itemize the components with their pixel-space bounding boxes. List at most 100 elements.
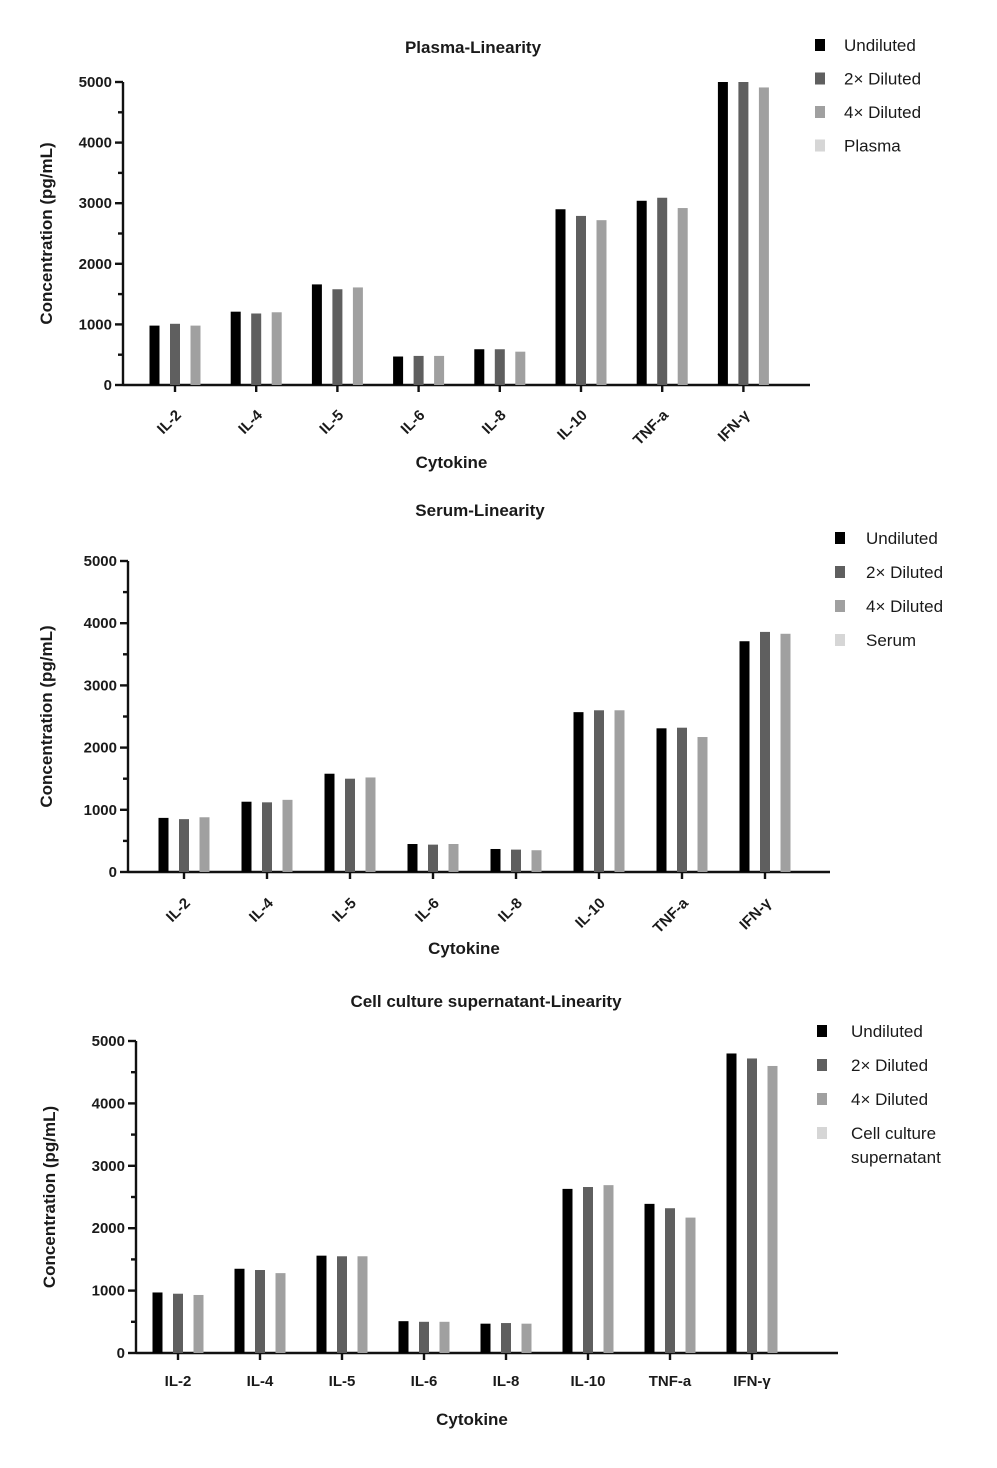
bar-il-5-series-1 bbox=[316, 1255, 327, 1353]
legend-swatch bbox=[815, 139, 825, 152]
y-tick-label: 1000 bbox=[92, 1283, 125, 1300]
y-tick-label: 5000 bbox=[84, 553, 117, 570]
bar-il-8-series-1 bbox=[474, 349, 485, 385]
x-tick-label: IL-2 bbox=[154, 407, 185, 438]
bar-il-8-series-3 bbox=[515, 351, 526, 385]
chart-title: Serum-Linearity bbox=[415, 501, 545, 520]
bar-tnf-a-series-3 bbox=[685, 1217, 696, 1353]
bar-il-8-series-1 bbox=[490, 848, 501, 872]
legend-label: 4× Diluted bbox=[851, 1090, 928, 1109]
bar-il-2-series-2 bbox=[173, 1293, 183, 1353]
legend-label: Undiluted bbox=[844, 36, 916, 55]
legend-label: 4× Diluted bbox=[844, 103, 921, 122]
bar-il-6-series-3 bbox=[434, 355, 445, 385]
bar-il-5-series-2 bbox=[332, 289, 343, 385]
bar-il-5-series-3 bbox=[365, 777, 376, 872]
legend-label: Undiluted bbox=[866, 529, 938, 548]
legend-label: 2× Diluted bbox=[866, 563, 943, 582]
x-tick-label: IL-8 bbox=[479, 407, 510, 438]
x-tick-label: IL-6 bbox=[412, 895, 443, 926]
bar-il-8-series-1 bbox=[480, 1323, 491, 1353]
bar-il-6-series-1 bbox=[398, 1321, 409, 1353]
bar-tnf-a-series-2 bbox=[657, 197, 668, 385]
x-tick-label: IL-5 bbox=[329, 895, 360, 926]
legend-label: Cell culture bbox=[851, 1124, 936, 1143]
bar-il-6-series-1 bbox=[407, 844, 418, 872]
bar-ifn-γ-series-3 bbox=[767, 1065, 778, 1353]
legend-label: Plasma bbox=[844, 137, 901, 156]
legend: Undiluted 2× Diluted 4× Diluted Plasma bbox=[815, 36, 921, 156]
bar-il-10-series-3 bbox=[603, 1185, 614, 1353]
legend-swatch bbox=[835, 634, 845, 646]
bar-il-10-series-1 bbox=[562, 1188, 573, 1353]
bar-il-5-series-1 bbox=[324, 773, 335, 872]
legend-swatch bbox=[835, 566, 845, 578]
bar-il-2-series-2 bbox=[179, 819, 189, 872]
legend: Undiluted 2× Diluted 4× Diluted Serum bbox=[835, 529, 943, 650]
y-tick-label: 0 bbox=[109, 864, 117, 881]
bar-ifn-γ-series-2 bbox=[760, 631, 770, 872]
legend-label: 2× Diluted bbox=[851, 1056, 928, 1075]
x-tick-label: TNF-a bbox=[630, 406, 673, 449]
x-tick-label: IL-2 bbox=[163, 895, 194, 926]
y-axis-label: Concentration (pg/mL) bbox=[37, 142, 56, 324]
bar-il-6-series-2 bbox=[428, 844, 438, 872]
bar-il-4-series-1 bbox=[230, 311, 241, 385]
bar-il-2-series-3 bbox=[193, 1294, 204, 1353]
legend-label: supernatant bbox=[851, 1148, 941, 1167]
chart-panel-3: Cell culture supernatant-Linearity Concen… bbox=[40, 992, 941, 1429]
x-axis-label: Cytokine bbox=[428, 939, 500, 958]
y-tick-label: 4000 bbox=[79, 135, 112, 152]
legend-swatch bbox=[815, 106, 825, 118]
x-tick-label: IL-10 bbox=[572, 895, 609, 932]
legend-label: Serum bbox=[866, 631, 916, 650]
x-axis-label: Cytokine bbox=[416, 453, 488, 472]
x-tick-label: IL-8 bbox=[493, 1373, 520, 1390]
x-tick-label: IL-2 bbox=[165, 1373, 192, 1390]
bar-ifn-γ-series-1 bbox=[726, 1053, 737, 1353]
chart-panel-1: Plasma-Linearity Concentration (pg/mL) Cyt… bbox=[37, 36, 921, 472]
bar-il-4-series-2 bbox=[262, 802, 272, 872]
bar-il-5-series-2 bbox=[337, 1256, 347, 1353]
x-tick-label: TNF-a bbox=[650, 894, 693, 937]
bar-il-4-series-3 bbox=[275, 1273, 286, 1353]
y-tick-label: 3000 bbox=[79, 195, 112, 212]
chart-title: Plasma-Linearity bbox=[405, 38, 542, 57]
y-tick-label: 2000 bbox=[79, 256, 112, 273]
bar-il-6-series-1 bbox=[393, 356, 404, 385]
legend-swatch bbox=[817, 1093, 827, 1105]
x-tick-label: IL-4 bbox=[235, 406, 266, 437]
bar-il-4-series-1 bbox=[241, 801, 252, 872]
y-tick-label: 1000 bbox=[84, 802, 117, 819]
x-axis-label: Cytokine bbox=[436, 1410, 508, 1429]
x-tick-label: IL-4 bbox=[247, 1373, 274, 1390]
legend: Undiluted 2× Diluted 4× Diluted Cell cultur… bbox=[817, 1022, 941, 1167]
bar-il-2-series-3 bbox=[190, 325, 201, 385]
y-axis-label: Concentration (pg/mL) bbox=[40, 1106, 59, 1288]
x-tick-label: IFN-γ bbox=[736, 894, 775, 933]
bar-il-6-series-3 bbox=[439, 1321, 450, 1353]
y-tick-label: 0 bbox=[104, 377, 112, 394]
chart-panel-2: Serum-Linearity Concentration (pg/mL) Cyto… bbox=[37, 501, 943, 958]
bar-il-4-series-2 bbox=[255, 1270, 265, 1353]
legend-swatch bbox=[815, 72, 825, 85]
x-tick-label: IL-5 bbox=[316, 407, 347, 438]
y-tick-label: 4000 bbox=[92, 1095, 125, 1112]
bar-il-5-series-3 bbox=[352, 287, 363, 385]
bar-il-10-series-2 bbox=[576, 215, 586, 385]
bar-il-8-series-2 bbox=[494, 349, 505, 385]
bar-il-8-series-2 bbox=[511, 849, 521, 872]
chart-title: Cell culture supernatant-Linearity bbox=[350, 992, 622, 1011]
x-tick-label: IL-6 bbox=[411, 1373, 438, 1390]
x-tick-label: IL-8 bbox=[495, 895, 526, 926]
y-tick-label: 5000 bbox=[79, 74, 112, 91]
bar-tnf-a-series-1 bbox=[656, 728, 667, 872]
legend-swatch bbox=[815, 39, 825, 51]
legend-swatch bbox=[817, 1059, 827, 1071]
bar-il-2-series-2 bbox=[170, 323, 180, 385]
y-tick-label: 2000 bbox=[84, 740, 117, 757]
bar-il-2-series-1 bbox=[149, 325, 160, 385]
legend-swatch bbox=[817, 1025, 827, 1037]
y-tick-label: 0 bbox=[117, 1345, 125, 1362]
